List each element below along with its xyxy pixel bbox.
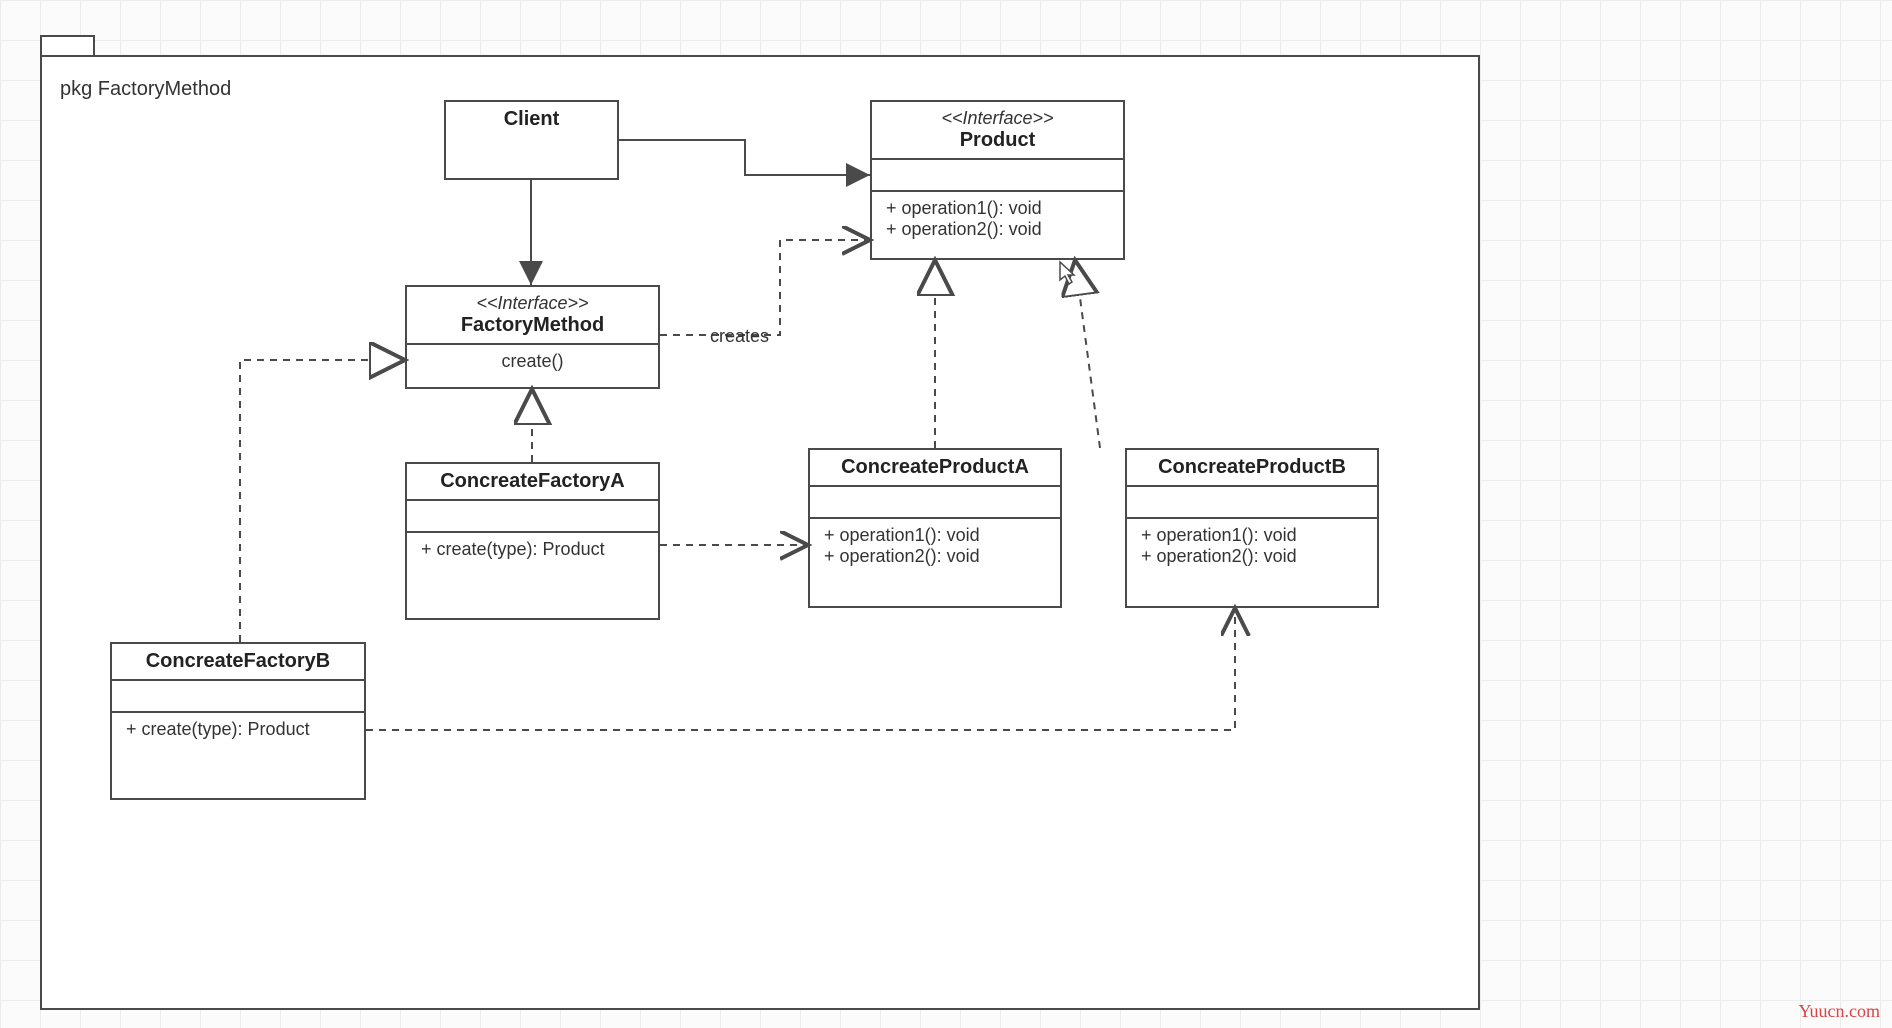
attributes-compartment bbox=[872, 160, 1123, 192]
class-concreate-product-b[interactable]: ConcreateProductB + operation1(): void +… bbox=[1125, 448, 1379, 608]
edge-label-creates: creates bbox=[710, 326, 769, 347]
operations-compartment: + operation1(): void + operation2(): voi… bbox=[810, 519, 1060, 573]
class-concreate-product-a[interactable]: ConcreateProductA + operation1(): void +… bbox=[808, 448, 1062, 608]
class-name: ConcreateFactoryB bbox=[122, 650, 354, 673]
attributes-compartment bbox=[810, 487, 1060, 519]
class-name: ConcreateProductA bbox=[820, 456, 1050, 479]
class-client[interactable]: Client bbox=[444, 100, 619, 180]
operation: + operation2(): void bbox=[824, 546, 1046, 567]
operation: + operation1(): void bbox=[824, 525, 1046, 546]
attributes-compartment bbox=[407, 501, 658, 533]
class-concreate-factory-b[interactable]: ConcreateFactoryB + create(type): Produc… bbox=[110, 642, 366, 800]
interface-product[interactable]: <<Interface>> Product + operation1(): vo… bbox=[870, 100, 1125, 260]
operations-compartment: + create(type): Product bbox=[112, 713, 364, 746]
class-name: Product bbox=[882, 129, 1113, 152]
stereotype: <<Interface>> bbox=[417, 293, 648, 314]
interface-factory-method[interactable]: <<Interface>> FactoryMethod create() bbox=[405, 285, 660, 389]
package-label: pkg FactoryMethod bbox=[60, 78, 231, 101]
class-name: ConcreateFactoryA bbox=[417, 470, 648, 493]
operations-compartment: + operation1(): void + operation2(): voi… bbox=[1127, 519, 1377, 573]
operation: + operation2(): void bbox=[1141, 546, 1363, 567]
operation: + create(type): Product bbox=[421, 539, 644, 560]
operations-compartment: + operation1(): void + operation2(): voi… bbox=[872, 192, 1123, 246]
package-tab bbox=[40, 35, 95, 57]
operations-compartment: + create(type): Product bbox=[407, 533, 658, 566]
operation: + operation1(): void bbox=[1141, 525, 1363, 546]
attributes-compartment bbox=[1127, 487, 1377, 519]
class-name: ConcreateProductB bbox=[1137, 456, 1367, 479]
operations-compartment: create() bbox=[407, 345, 658, 378]
operation: + operation2(): void bbox=[886, 219, 1109, 240]
attributes-compartment bbox=[112, 681, 364, 713]
operation: + operation1(): void bbox=[886, 198, 1109, 219]
stereotype: <<Interface>> bbox=[882, 108, 1113, 129]
watermark: Yuucn.com bbox=[1799, 1001, 1880, 1022]
operation: create() bbox=[421, 351, 644, 372]
class-name: Client bbox=[456, 108, 607, 131]
class-concreate-factory-a[interactable]: ConcreateFactoryA + create(type): Produc… bbox=[405, 462, 660, 620]
operation: + create(type): Product bbox=[126, 719, 350, 740]
class-name: FactoryMethod bbox=[417, 314, 648, 337]
